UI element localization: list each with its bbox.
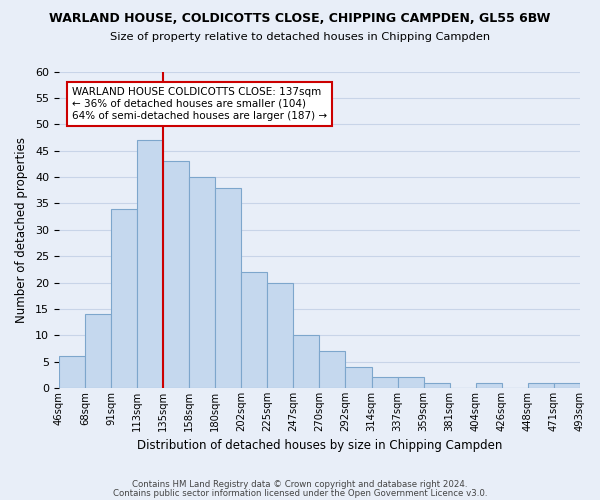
Bar: [528, 382, 554, 388]
Bar: [554, 382, 580, 388]
Bar: [267, 282, 293, 388]
Text: WARLAND HOUSE, COLDICOTTS CLOSE, CHIPPING CAMPDEN, GL55 6BW: WARLAND HOUSE, COLDICOTTS CLOSE, CHIPPIN…: [49, 12, 551, 26]
Bar: [476, 382, 502, 388]
X-axis label: Distribution of detached houses by size in Chipping Campden: Distribution of detached houses by size …: [137, 440, 502, 452]
Bar: [241, 272, 267, 388]
Bar: [59, 356, 85, 388]
Text: WARLAND HOUSE COLDICOTTS CLOSE: 137sqm
← 36% of detached houses are smaller (104: WARLAND HOUSE COLDICOTTS CLOSE: 137sqm ←…: [72, 88, 327, 120]
Bar: [215, 188, 241, 388]
Bar: [85, 314, 111, 388]
Bar: [163, 161, 189, 388]
Text: Size of property relative to detached houses in Chipping Campden: Size of property relative to detached ho…: [110, 32, 490, 42]
Bar: [293, 336, 319, 388]
Bar: [371, 378, 398, 388]
Bar: [319, 351, 346, 388]
Bar: [424, 382, 449, 388]
Text: Contains HM Land Registry data © Crown copyright and database right 2024.: Contains HM Land Registry data © Crown c…: [132, 480, 468, 489]
Y-axis label: Number of detached properties: Number of detached properties: [15, 137, 28, 323]
Bar: [346, 367, 371, 388]
Bar: [189, 177, 215, 388]
Bar: [137, 140, 163, 388]
Bar: [111, 208, 137, 388]
Bar: [398, 378, 424, 388]
Text: Contains public sector information licensed under the Open Government Licence v3: Contains public sector information licen…: [113, 489, 487, 498]
